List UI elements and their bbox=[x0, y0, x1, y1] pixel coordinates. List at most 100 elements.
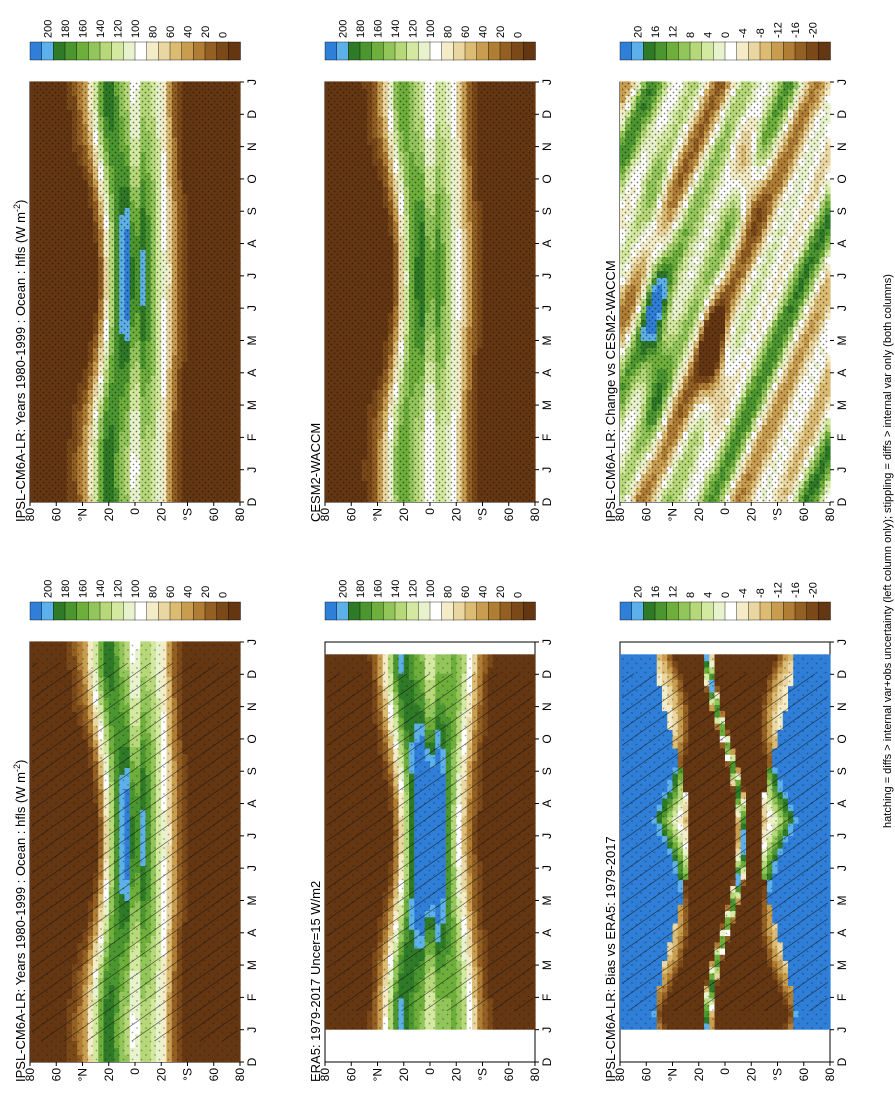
colorbar-swatch bbox=[169, 41, 183, 61]
colorbar-label: 80 bbox=[148, 586, 160, 598]
x-tick-label: A bbox=[245, 800, 259, 808]
x-tick-label: A bbox=[245, 929, 259, 937]
colorbar-swatch bbox=[99, 601, 113, 621]
colorbar-swatch bbox=[134, 41, 148, 61]
colorbar-swatch bbox=[64, 601, 78, 621]
y-tick-label: °S bbox=[181, 1068, 195, 1081]
colorbar-swatch bbox=[204, 41, 218, 61]
x-tick-label: J bbox=[245, 79, 259, 85]
y-tick-label: 0 bbox=[128, 508, 142, 515]
colorbar-swatch bbox=[29, 41, 43, 61]
significance-overlay bbox=[32, 82, 238, 502]
colorbar-label: 100 bbox=[130, 580, 142, 598]
colorbar-swatch bbox=[228, 601, 241, 621]
colorbar-swatch bbox=[228, 41, 241, 61]
y-tick-label: °N bbox=[76, 1068, 90, 1081]
colorbar-swatch bbox=[99, 41, 113, 61]
colorbar-label: 0 bbox=[218, 592, 230, 598]
colorbar-swatch bbox=[111, 601, 125, 621]
x-tick-label: F bbox=[245, 994, 259, 1001]
colorbar-label: 20 bbox=[200, 586, 212, 598]
colorbar-label: 60 bbox=[165, 586, 177, 598]
colorbar-label: 40 bbox=[183, 586, 195, 598]
y-tick-label: 60 bbox=[49, 1068, 63, 1082]
colorbar-swatch bbox=[204, 601, 218, 621]
significance-overlay bbox=[32, 642, 238, 1062]
colorbar-swatch bbox=[146, 601, 160, 621]
x-tick-label: A bbox=[245, 369, 259, 377]
panel-p2: IPSL-CM6A-LR: Years 1980-1999 : Ocean : … bbox=[12, 20, 259, 522]
colorbar: 200 180 160 140 120 100 80 60 40 20 0 bbox=[29, 580, 241, 621]
panel-p3: ERA5: 1979-2017 Uncer=15 W/m2 DJFMAMJJASO… bbox=[308, 580, 554, 1082]
y-tick-label: 20 bbox=[102, 508, 116, 522]
colorbar-label: 60 bbox=[165, 26, 177, 38]
x-tick-label: D bbox=[245, 1057, 259, 1066]
colorbar-swatch bbox=[88, 601, 101, 621]
colorbar-swatch bbox=[216, 601, 230, 621]
y-tick-label: 0 bbox=[128, 1068, 142, 1075]
x-tick-label: M bbox=[245, 895, 259, 905]
stippling bbox=[32, 82, 238, 502]
colorbar-swatch bbox=[123, 601, 136, 621]
y-tick-label: 20 bbox=[154, 508, 168, 522]
colorbar-swatch bbox=[41, 41, 55, 61]
colorbar-swatch bbox=[29, 601, 43, 621]
colorbar-swatch bbox=[193, 601, 206, 621]
colorbar-label: 20 bbox=[200, 26, 212, 38]
colorbar-swatch bbox=[76, 41, 90, 61]
x-tick-label: D bbox=[245, 110, 259, 119]
x-tick-label: J bbox=[245, 639, 259, 645]
x-tick-label: N bbox=[245, 142, 259, 151]
colorbar-label: 180 bbox=[60, 580, 72, 598]
colorbar-label: 140 bbox=[95, 580, 107, 598]
colorbar-swatch bbox=[41, 601, 55, 621]
colorbar-swatch bbox=[88, 41, 101, 61]
x-tick-label: D bbox=[245, 670, 259, 679]
x-tick-label: O bbox=[245, 174, 259, 183]
y-tick-label: 20 bbox=[154, 1068, 168, 1082]
x-tick-label: J bbox=[245, 467, 259, 473]
colorbar-swatch bbox=[53, 41, 66, 61]
colorbar-label: 140 bbox=[95, 20, 107, 38]
panel-title: IPSL-CM6A-LR: Years 1980-1999 : Ocean : … bbox=[12, 200, 28, 522]
y-tick-label: °S bbox=[181, 508, 195, 521]
stippling bbox=[32, 642, 238, 1062]
y-tick-label: 60 bbox=[207, 508, 221, 522]
colorbar-label: 100 bbox=[130, 20, 142, 38]
colorbar-swatch bbox=[181, 41, 195, 61]
colorbar-label: 200 bbox=[43, 580, 55, 598]
colorbar-label: 160 bbox=[78, 20, 90, 38]
colorbar-swatch bbox=[193, 41, 206, 61]
colorbar-label: 180 bbox=[60, 20, 72, 38]
x-tick-label: M bbox=[245, 400, 259, 410]
y-tick-label: 80 bbox=[233, 508, 247, 522]
x-tick-label: M bbox=[245, 335, 259, 345]
y-tick-label: 60 bbox=[49, 508, 63, 522]
y-tick-label: 80 bbox=[23, 508, 37, 522]
colorbar-swatch bbox=[169, 601, 183, 621]
panel-title: IPSL-CM6A-LR: Years 1980-1999 : Ocean : … bbox=[12, 760, 28, 1082]
colorbar-swatch bbox=[158, 41, 171, 61]
x-tick-label: A bbox=[245, 240, 259, 248]
colorbar-swatch bbox=[76, 601, 90, 621]
colorbar-label: 40 bbox=[183, 26, 195, 38]
y-tick-label: °N bbox=[76, 508, 90, 521]
x-tick-label: M bbox=[245, 960, 259, 970]
x-tick-label: O bbox=[245, 734, 259, 743]
colorbar-label: 200 bbox=[43, 20, 55, 38]
colorbar-swatch bbox=[146, 41, 160, 61]
colorbar-label: 160 bbox=[78, 580, 90, 598]
y-tick-label: 60 bbox=[207, 1068, 221, 1082]
colorbar: 200 180 160 140 120 100 80 60 40 20 0 bbox=[29, 20, 241, 61]
colorbar-swatch bbox=[181, 601, 195, 621]
x-tick-label: J bbox=[245, 273, 259, 279]
colorbar-swatch bbox=[123, 41, 136, 61]
panel-p1: IPSL-CM6A-LR: Years 1980-1999 : Ocean : … bbox=[12, 580, 259, 1082]
x-tick-label: F bbox=[245, 434, 259, 441]
colorbar-label: 0 bbox=[218, 32, 230, 38]
colorbar-label: 120 bbox=[113, 20, 125, 38]
x-tick-label: J bbox=[245, 833, 259, 839]
x-tick-label: J bbox=[245, 865, 259, 871]
